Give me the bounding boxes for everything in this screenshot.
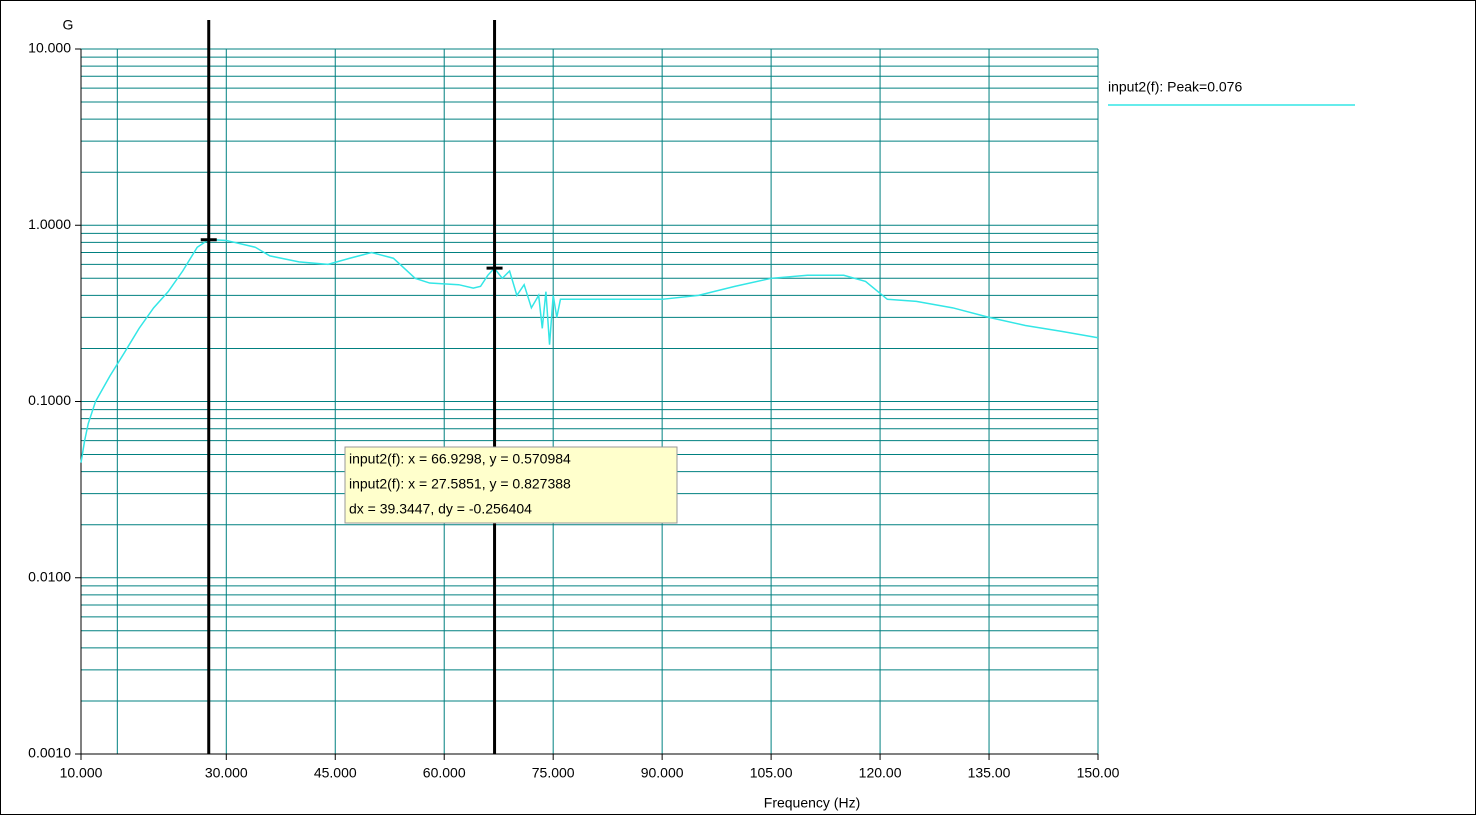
x-tick-label: 60.000	[423, 765, 466, 781]
x-tick-label: 45.000	[314, 765, 357, 781]
x-tick-label: 150.00	[1077, 765, 1120, 781]
x-tick-label: 90.000	[641, 765, 684, 781]
legend-label: input2(f): Peak=0.076	[1108, 79, 1242, 95]
y-axis-label: G	[63, 17, 74, 33]
x-tick-label: 105.00	[750, 765, 793, 781]
series-line	[80, 238, 1099, 463]
tooltip-text: dx = 39.3447, dy = -0.256404	[349, 501, 532, 517]
x-tick-label: 135.00	[968, 765, 1011, 781]
tooltip-text: input2(f): x = 27.5851, y = 0.827388	[349, 476, 571, 492]
x-tick-label: 75.000	[532, 765, 575, 781]
y-tick-label: 1.0000	[28, 216, 71, 232]
y-tick-label: 10.000	[28, 40, 71, 56]
tooltip-box	[344, 446, 678, 524]
y-tick-label: 0.1000	[28, 392, 71, 408]
y-tick-label: 0.0010	[28, 745, 71, 761]
x-tick-label: 30.000	[205, 765, 248, 781]
x-tick-label: 120.00	[859, 765, 902, 781]
y-tick-label: 0.0100	[28, 568, 71, 584]
tooltip-text: input2(f): x = 66.9298, y = 0.570984	[349, 451, 571, 467]
x-tick-label: 10.000	[60, 765, 103, 781]
x-axis-label: Frequency (Hz)	[764, 795, 860, 811]
